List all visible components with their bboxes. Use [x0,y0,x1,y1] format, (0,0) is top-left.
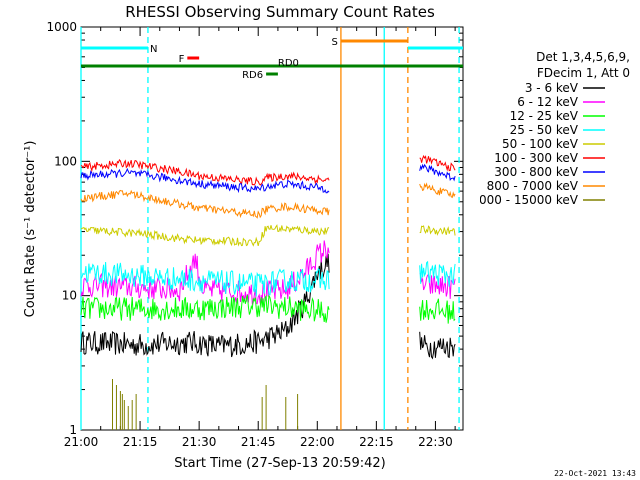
legend-label: 50 - 100 keV [502,137,579,151]
chart-title: RHESSI Observing Summary Count Rates [125,3,435,21]
flag-label-s: S [332,37,338,48]
flag-label-rd6: RD6 [242,70,263,81]
generated-timestamp: 22-Oct-2021 13:43 [554,469,636,478]
x-tick-label: 22:00 [300,435,335,449]
legend-header-det: Det 1,3,4,5,6,9, [536,50,630,64]
legend-label: 6 - 12 keV [517,95,579,109]
plot-area: 1 10 100 1000 21:00 21:15 21:30 21:45 22:00 22:15… [46,20,464,449]
x-tick-label: 21:00 [64,435,99,449]
x-tick-label: 21:45 [241,435,276,449]
series-line-7 [80,182,456,219]
x-tick-label: 21:30 [182,435,217,449]
legend-header-fdecim: FDecim 1, Att 0 [536,66,630,80]
legend-label: 800 - 7000 keV [487,179,579,193]
series-line-5 [80,154,456,186]
series-line-6 [80,163,456,194]
legend-label: 7000 - 15000 keV [480,193,579,207]
y-tick-label: 1 [69,423,77,437]
y-tick-label: 10 [62,289,77,303]
series-line-2 [80,294,456,324]
series-line-4 [80,224,456,247]
series-line-3 [80,260,456,297]
series-line-0 [80,253,456,360]
flag-label-f: F [179,54,185,65]
y-tick-label: 100 [54,154,77,168]
legend-label: 3 - 6 keV [525,81,579,95]
x-tick-label: 22:15 [359,435,394,449]
legend-label: 25 - 50 keV [510,123,579,137]
y-tick-label: 1000 [46,20,77,34]
legend-label: 100 - 300 keV [494,151,578,165]
x-tick-label: 21:15 [123,435,158,449]
y-axis-label: Count Rate (s⁻¹ detector⁻¹) [23,141,38,318]
flag-label-n: N [150,44,157,55]
x-tick-label: 22:30 [418,435,453,449]
legend-label: 300 - 800 keV [494,165,578,179]
flag-label-rd0: RD0 [278,58,299,69]
legend-label: 12 - 25 keV [510,109,579,123]
x-axis-label: Start Time (27-Sep-13 20:59:42) [174,456,385,471]
